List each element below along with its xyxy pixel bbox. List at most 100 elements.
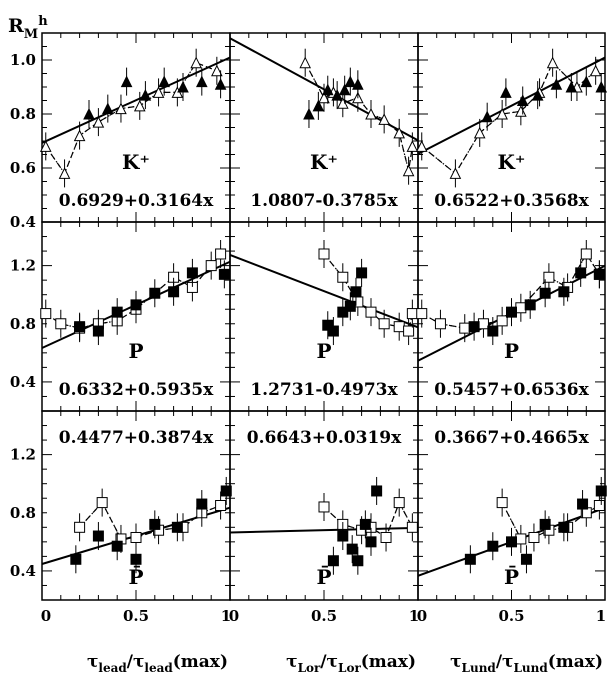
- open-point: [378, 318, 390, 330]
- fit-line: [229, 254, 419, 329]
- open-point: [449, 167, 462, 179]
- open-point: [589, 64, 602, 77]
- filled-point: [539, 518, 551, 530]
- filled-point: [130, 553, 142, 565]
- open-point: [55, 318, 67, 330]
- filled-point: [580, 75, 593, 88]
- filled-point: [352, 78, 364, 90]
- y-tick-label: 1.2: [10, 446, 36, 464]
- fit-equation: 1.0807-0.3785x: [250, 191, 398, 211]
- panel-grid: 0.4 0.6 0.8 1.0 K⁺ 0.6929+0.3164x K⁺ 1.0807-0.3…: [10, 32, 608, 675]
- filled-point: [352, 555, 364, 567]
- particle-label: P: [128, 339, 143, 363]
- filled-point: [539, 287, 551, 299]
- filled-point: [196, 498, 208, 510]
- open-point: [211, 64, 223, 77]
- open-point: [393, 126, 406, 139]
- open-point: [515, 533, 527, 545]
- y-tick-label: 1.2: [10, 257, 36, 275]
- y-tick-label: 0.4: [10, 373, 36, 391]
- panel-0-2: K⁺ 0.6522+0.3568x: [415, 32, 608, 223]
- open-point: [406, 521, 418, 533]
- filled-point: [195, 75, 208, 88]
- open-point: [115, 102, 127, 115]
- filled-point: [371, 485, 383, 497]
- filled-point: [321, 83, 334, 96]
- x-tick-label: 0.5: [498, 607, 524, 625]
- fit-equation: 0.3667+0.4665x: [434, 428, 589, 448]
- filled-point: [220, 485, 232, 497]
- x-tick-label: 1: [596, 607, 606, 625]
- filled-point: [575, 267, 587, 279]
- fit-equation: 1.2731-0.4973x: [250, 380, 398, 400]
- y-tick-label: 0.8: [10, 315, 36, 333]
- particle-label: P: [316, 339, 331, 363]
- filled-point: [516, 94, 529, 106]
- filled-point: [214, 78, 227, 90]
- filled-point: [139, 88, 152, 101]
- filled-point: [359, 518, 371, 530]
- open-point: [415, 140, 428, 152]
- open-point: [406, 140, 419, 152]
- open-point: [215, 248, 227, 260]
- open-point: [546, 56, 559, 69]
- filled-point: [558, 286, 570, 298]
- open-point: [434, 318, 446, 330]
- x-axis-label: τLund/τLund(max): [450, 652, 603, 675]
- open-point: [515, 302, 527, 314]
- filled-point: [92, 325, 104, 337]
- fit-equation: 0.4477+0.3874x: [59, 428, 214, 448]
- filled-point: [595, 485, 607, 497]
- particle-label: K⁺: [310, 150, 338, 174]
- open-point: [496, 107, 508, 120]
- open-point: [393, 497, 405, 509]
- panel-0-1: K⁺ 1.0807-0.3785x: [229, 32, 419, 223]
- y-axis-label: RMh: [8, 14, 48, 42]
- filled-point: [322, 319, 334, 331]
- y-tick-label: 0.4: [10, 213, 36, 231]
- filled-point: [595, 80, 608, 93]
- open-point: [92, 115, 105, 128]
- open-point: [496, 497, 508, 509]
- filled-point: [338, 83, 351, 96]
- open-point: [130, 531, 142, 543]
- filled-point: [83, 107, 95, 120]
- dashed-curve: [79, 501, 221, 540]
- open-point: [336, 97, 349, 109]
- panel-0-0: 0.4 0.6 0.8 1.0 K⁺ 0.6929+0.3164x: [10, 32, 231, 231]
- open-point: [58, 167, 71, 179]
- filled-point: [111, 306, 123, 318]
- open-point: [318, 248, 330, 260]
- open-point: [40, 308, 52, 320]
- open-point: [378, 113, 390, 125]
- filled-point: [158, 75, 171, 88]
- y-tick-label: 0.8: [10, 105, 36, 123]
- filled-point: [70, 553, 82, 565]
- filled-point: [327, 555, 339, 567]
- panel-2-0: 0.4 0.8 1.2 0.4477+0.3874x P̄: [10, 410, 232, 601]
- open-point: [133, 99, 146, 112]
- filled-point: [350, 286, 362, 298]
- filled-point: [303, 107, 315, 120]
- particle-label: P: [504, 339, 519, 363]
- filled-point: [468, 321, 480, 333]
- open-point: [318, 91, 330, 104]
- y-tick-label: 0.8: [10, 504, 36, 522]
- filled-point: [558, 521, 570, 533]
- panel-2-1: 0.6643+0.0319x P̄: [229, 410, 419, 601]
- fit-line: [417, 56, 606, 155]
- open-point: [299, 56, 312, 69]
- particle-label: K⁺: [122, 150, 150, 174]
- x-axis-label: τlead/τlead(max): [87, 652, 228, 675]
- filled-point: [487, 325, 499, 337]
- axis-labels: RMh: [8, 14, 48, 42]
- y-tick-label: 0.6: [10, 159, 36, 177]
- filled-point: [218, 268, 230, 280]
- dotted-curve: [421, 61, 596, 175]
- dashed-curve: [45, 253, 222, 329]
- filled-point: [356, 267, 368, 279]
- open-point: [543, 271, 555, 283]
- open-point: [515, 105, 527, 117]
- filled-point: [500, 86, 512, 98]
